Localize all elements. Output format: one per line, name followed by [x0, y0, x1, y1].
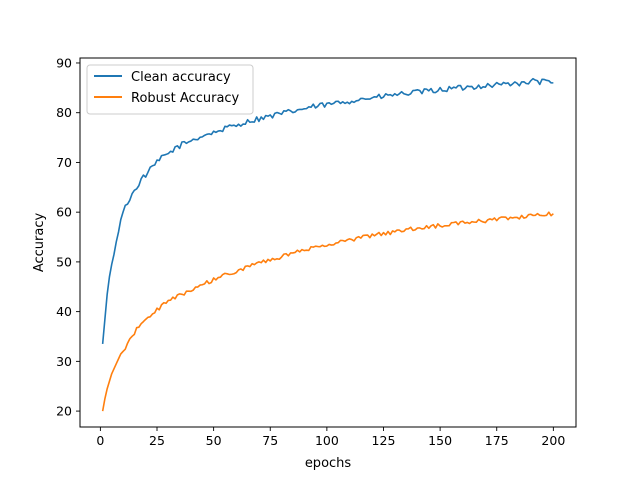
legend-label-clean: Clean accuracy	[131, 70, 231, 85]
plot-frame	[79, 57, 577, 428]
x-axis-label: epochs	[305, 456, 352, 471]
x-axis-ticks: 0 25 50 75 100 125 150 175 200	[96, 427, 565, 448]
x-tick-label: 75	[262, 433, 278, 448]
y-tick-label: 30	[56, 354, 72, 369]
x-tick-label: 200	[541, 433, 565, 448]
y-tick-label: 90	[56, 55, 72, 70]
series-layer	[101, 77, 554, 412]
y-tick-label: 80	[56, 105, 72, 120]
y-axis-ticks: 20 30 40 50 60 70 80 90	[56, 55, 80, 419]
y-tick-label: 50	[56, 254, 72, 269]
x-tick-label: 150	[428, 433, 452, 448]
series-line-robust	[101, 211, 554, 412]
x-tick-label: 125	[372, 433, 396, 448]
y-axis-label: Accuracy	[32, 213, 47, 273]
legend-label-robust: Robust Accuracy	[131, 91, 240, 106]
y-tick-label: 70	[56, 155, 72, 170]
x-tick-label: 175	[485, 433, 509, 448]
plot-background	[80, 58, 576, 427]
y-tick-label: 40	[56, 304, 72, 319]
y-tick-label: 20	[56, 404, 72, 419]
x-tick-label: 50	[206, 433, 222, 448]
x-tick-label: 0	[96, 433, 104, 448]
legend: Clean accuracy Robust Accuracy	[86, 64, 254, 115]
legend-box	[86, 64, 254, 115]
y-tick-label: 60	[56, 205, 72, 220]
series-line-clean	[101, 77, 554, 345]
x-tick-label: 25	[149, 433, 165, 448]
x-tick-label: 100	[315, 433, 339, 448]
